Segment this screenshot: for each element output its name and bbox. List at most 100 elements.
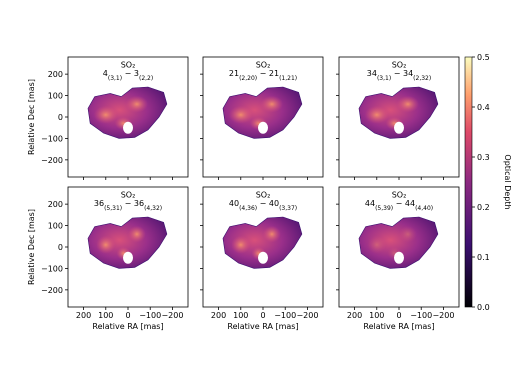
y-tick-label: −100 — [41, 134, 63, 143]
emission-map — [87, 216, 168, 269]
x-tick-label: 200 — [347, 311, 362, 320]
emission-peak — [93, 105, 118, 124]
emission-map — [222, 216, 303, 269]
emission-peak — [364, 105, 389, 124]
colorbar-tick-label: 0.3 — [477, 153, 490, 162]
emission-map — [358, 216, 439, 269]
transition-part: (5,39) — [375, 205, 393, 212]
transition-part: − 3 — [122, 69, 139, 78]
transition-part: − 21 — [257, 69, 279, 78]
x-axis-label: Relative RA [mas] — [92, 322, 163, 331]
central-hole — [258, 121, 268, 134]
x-tick-label: −100 — [274, 311, 296, 320]
transition-part: (4,40) — [415, 205, 433, 212]
x-axis-label: Relative RA [mas] — [227, 322, 298, 331]
emission-peak — [262, 225, 281, 243]
y-axis-label: Relative Dec [mas] — [27, 209, 36, 285]
panel-species: SO₂ — [392, 61, 407, 70]
transition-part: 34 — [367, 69, 377, 78]
x-tick-label: 100 — [98, 311, 113, 320]
panel-species: SO₂ — [121, 191, 136, 200]
y-tick-label: −200 — [41, 156, 63, 165]
panel-transition: 34(3,1) − 34(2,32) — [367, 69, 431, 82]
y-tick-label: 100 — [48, 92, 63, 101]
x-tick-label: −200 — [161, 311, 183, 320]
panel-transition: 40(4,36) − 40(3,37) — [229, 199, 297, 212]
x-axis-label: Relative RA [mas] — [363, 322, 434, 331]
y-tick-label: 100 — [48, 222, 63, 231]
transition-part: 40 — [229, 199, 239, 208]
y-tick-label: 200 — [48, 200, 63, 209]
x-tick-label: −100 — [139, 311, 161, 320]
emission-peak — [125, 95, 149, 113]
colorbar-label: Optical Depth — [503, 154, 512, 209]
emission-map — [87, 86, 168, 139]
colorbar-tick-label: 0.0 — [477, 303, 490, 312]
x-tick-label: 0 — [125, 311, 130, 320]
panel-transition: 36(5,31) − 36(4,32) — [94, 199, 162, 212]
colorbar-tick-label: 0.4 — [477, 103, 490, 112]
emission-peak — [396, 95, 420, 113]
x-tick-label: 200 — [211, 311, 226, 320]
colorbar-tick-label: 0.5 — [477, 53, 490, 62]
colorbar — [464, 56, 473, 308]
transition-part: 4 — [103, 69, 108, 78]
panel-transition: 44(5,39) − 44(4,40) — [365, 199, 433, 212]
x-tick-label: 200 — [76, 311, 91, 320]
emission-peak — [260, 95, 284, 113]
panel-transition: 4(3,1) − 3(2,2) — [103, 69, 153, 82]
transition-part: 44 — [365, 199, 375, 208]
x-tick-label: 100 — [369, 311, 384, 320]
transition-part: 21 — [229, 69, 239, 78]
central-hole — [394, 121, 404, 134]
y-tick-label: −100 — [41, 264, 63, 273]
transition-part: (2,32) — [413, 75, 431, 82]
central-hole — [258, 251, 268, 264]
transition-part: (1,21) — [279, 75, 297, 82]
transition-part: (3,37) — [279, 205, 297, 212]
emission-peak — [96, 235, 116, 254]
y-tick-label: 0 — [58, 113, 63, 122]
colorbar-tick-label: 0.1 — [477, 253, 490, 262]
panel-species: SO₂ — [392, 191, 407, 200]
transition-part: (2,2) — [139, 75, 153, 82]
panel-species: SO₂ — [256, 61, 271, 70]
transition-part: (5,31) — [104, 205, 122, 212]
y-tick-label: −200 — [41, 286, 63, 295]
transition-part: (3,1) — [108, 75, 122, 82]
x-tick-label: 100 — [233, 311, 248, 320]
y-tick-label: 200 — [48, 70, 63, 79]
x-tick-label: −200 — [296, 311, 318, 320]
panel-species: SO₂ — [121, 61, 136, 70]
transition-part: (4,32) — [144, 205, 162, 212]
transition-part: (2,20) — [239, 75, 257, 82]
x-tick-label: 0 — [396, 311, 401, 320]
transition-part: − 36 — [122, 199, 144, 208]
y-axis-label: Relative Dec [mas] — [27, 79, 36, 155]
y-tick-label: 0 — [58, 243, 63, 252]
panel-transition: 21(2,20) − 21(1,21) — [229, 69, 297, 82]
emission-peak — [367, 235, 387, 254]
transition-part: (3,1) — [377, 75, 391, 82]
x-tick-label: −200 — [432, 311, 454, 320]
panel-species: SO₂ — [256, 191, 271, 200]
transition-part: − 44 — [393, 199, 415, 208]
colorbar-tick-label: 0.2 — [477, 203, 490, 212]
emission-map — [222, 86, 303, 139]
emission-peak — [231, 235, 251, 254]
x-tick-label: 0 — [260, 311, 265, 320]
central-hole — [123, 121, 133, 134]
emission-peak — [228, 105, 253, 124]
transition-part: − 40 — [257, 199, 279, 208]
transition-part: 36 — [94, 199, 104, 208]
central-hole — [394, 251, 404, 264]
transition-part: (4,36) — [239, 205, 257, 212]
emission-peak — [127, 225, 146, 243]
